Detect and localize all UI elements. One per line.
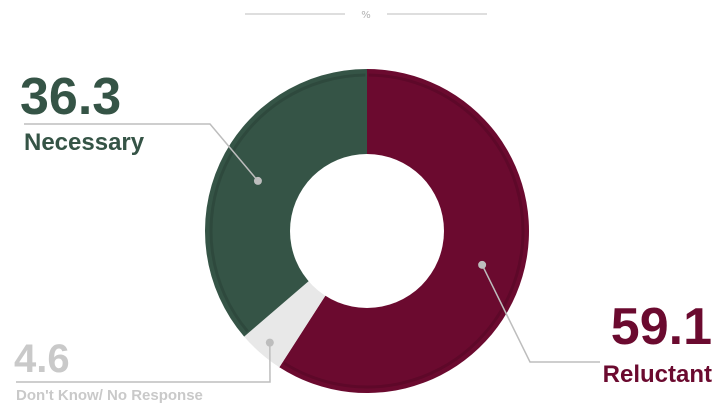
slice-edge-necessary [209, 73, 366, 333]
leader-line-reluctant [481, 264, 600, 363]
leader-lines [16, 123, 600, 383]
slice-label-necessary: Necessary [24, 129, 145, 156]
leader-dot-dontknow [265, 338, 274, 347]
slice-value-necessary: 36.3 [20, 68, 121, 126]
leader-line-dontknow [16, 342, 271, 383]
unit-label: % [361, 10, 371, 21]
slice-necessary [205, 69, 367, 337]
leader-dot-reluctant [478, 260, 487, 269]
slice-label-reluctant: Reluctant [603, 361, 712, 388]
slice-value-dontknow: 4.6 [14, 337, 70, 381]
donut-hole [290, 154, 444, 308]
leader-dot-necessary [253, 176, 262, 185]
leader-line-necessary [24, 123, 259, 182]
slice-label-dontknow: Don't Know/ No Response [16, 387, 203, 404]
slice-edge-reluctant [283, 73, 525, 389]
slice-value-reluctant: 59.1 [611, 298, 712, 356]
